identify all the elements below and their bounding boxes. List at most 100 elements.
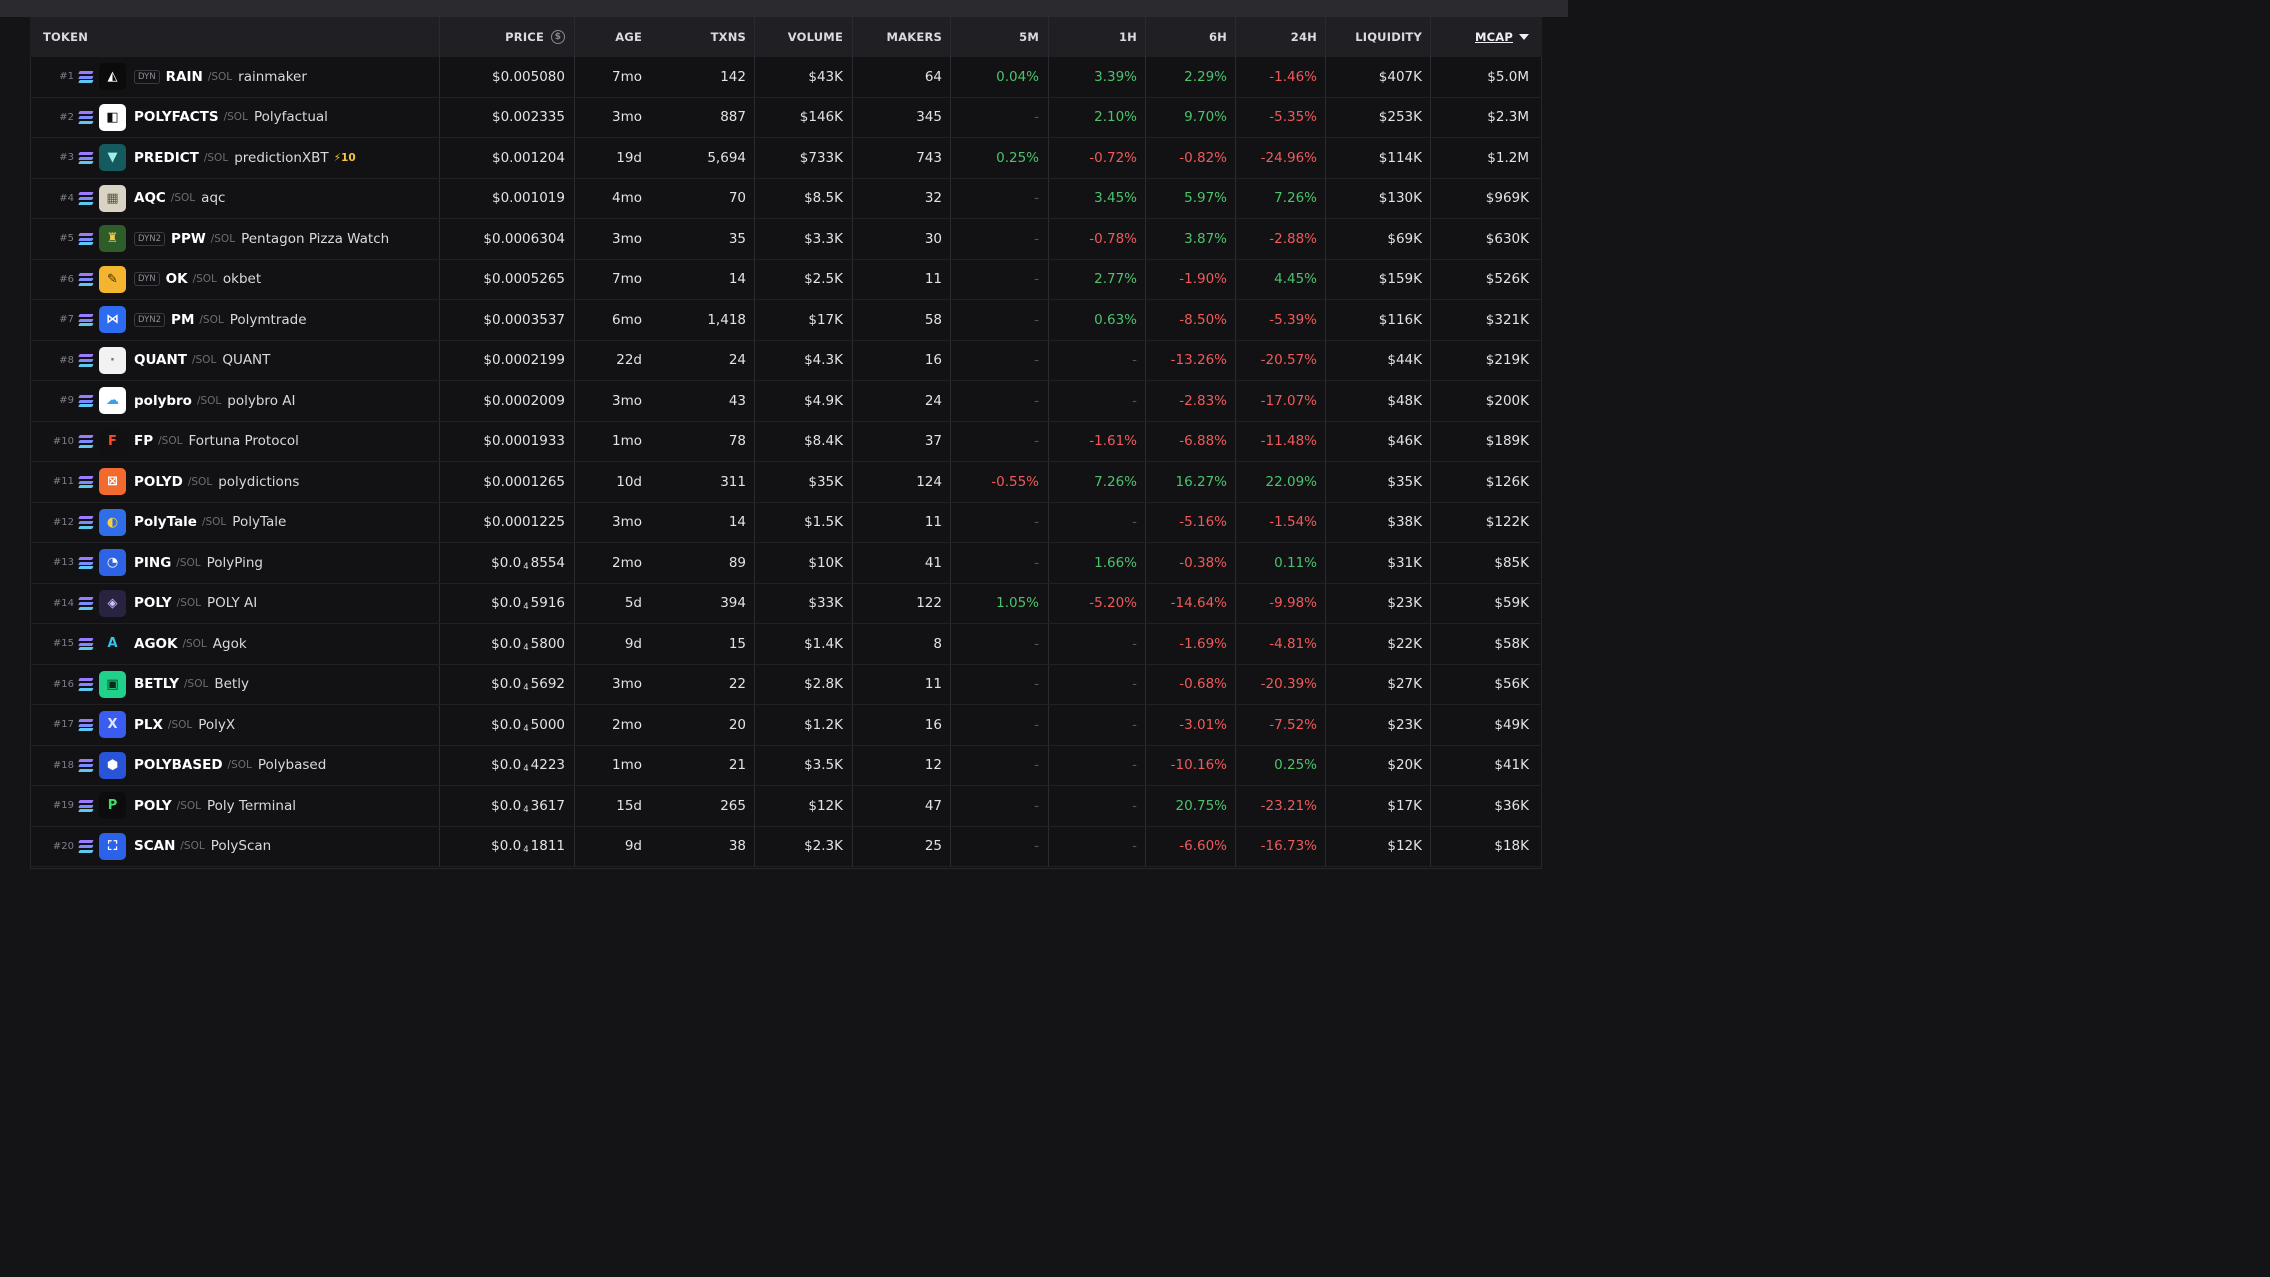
change-5m-cell: - <box>951 543 1049 583</box>
sort-desc-caret-icon <box>1519 34 1529 40</box>
header-makers[interactable]: MAKERS <box>853 17 951 57</box>
table-row[interactable]: #14 ◈ POLY /SOL POLY AI $0.0 4 5916 5d 394… <box>30 583 1542 624</box>
token-cell[interactable]: #4 ▦ AQC /SOL aqc <box>30 178 440 218</box>
chain-label: /SOL <box>182 637 207 650</box>
header-24h[interactable]: 24H <box>1236 17 1326 57</box>
token-cell[interactable]: #2 ◧ POLYFACTS /SOL Polyfactual <box>30 97 440 137</box>
token-cell[interactable]: #12 ◐ PolyTale /SOL PolyTale <box>30 502 440 542</box>
age-cell: 9d <box>624 838 642 855</box>
change-1h-cell: 2.77% <box>1049 259 1146 299</box>
token-cell[interactable]: #10 F FP /SOL Fortuna Protocol <box>30 421 440 461</box>
table-row[interactable]: #6 ✎ DYN OK /SOL okbet $0.0005265 7mo 14… <box>30 259 1542 300</box>
table-row[interactable]: #1 ◭ DYN RAIN /SOL rainmaker $0.005080 7… <box>30 57 1542 98</box>
solana-icon <box>78 597 94 610</box>
change-1h-cell: -5.20% <box>1049 583 1146 623</box>
header-volume[interactable]: VOLUME <box>755 17 853 57</box>
makers-cell: 47 <box>853 786 951 826</box>
token-cell[interactable]: #14 ◈ POLY /SOL POLY AI <box>30 583 440 623</box>
token-cell[interactable]: #9 ☁ polybro /SOL polybro AI <box>30 381 440 421</box>
token-cell[interactable]: #13 ◔ PING /SOL PolyPing <box>30 543 440 583</box>
header-liquidity[interactable]: LIQUIDITY <box>1326 17 1431 57</box>
table-row[interactable]: #18 ⬢ POLYBASED /SOL Polybased $0.0 4 4223… <box>30 745 1542 786</box>
token-cell[interactable]: #16 ▣ BETLY /SOL Betly <box>30 664 440 704</box>
price-digits: 5916 <box>530 595 565 612</box>
table-row[interactable]: #11 ⊠ POLYD /SOL polydictions $0.0001265… <box>30 462 1542 503</box>
table-row[interactable]: #2 ◧ POLYFACTS /SOL Polyfactual $0.00233… <box>30 97 1542 138</box>
change-24h-cell: 22.09% <box>1236 462 1326 502</box>
token-cell[interactable]: #19 P POLY /SOL Poly Terminal <box>30 786 440 826</box>
header-txns[interactable]: TXNS <box>651 17 755 57</box>
token-cell[interactable]: #11 ⊠ POLYD /SOL polydictions <box>30 462 440 502</box>
header-age[interactable]: AGE <box>575 17 651 57</box>
token-logo-icon: ♜ <box>99 225 126 253</box>
change-1h-cell: -1.61% <box>1049 421 1146 461</box>
table-row[interactable]: #12 ◐ PolyTale /SOL PolyTale $0.0001225 … <box>30 502 1542 543</box>
price-cell: $0.0 4 3617 <box>440 786 575 826</box>
makers-cell: 122 <box>853 583 951 623</box>
table-row[interactable]: #13 ◔ PING /SOL PolyPing $0.0 4 8554 2mo 8… <box>30 543 1542 584</box>
token-cell[interactable]: #1 ◭ DYN RAIN /SOL rainmaker <box>30 57 440 97</box>
token-symbol: PPW <box>171 230 206 247</box>
token-symbol: PolyTale <box>134 514 197 531</box>
header-token-label: TOKEN <box>43 30 89 44</box>
header-price[interactable]: PRICE $ <box>440 17 575 57</box>
header-24h-label: 24H <box>1290 30 1317 44</box>
solana-icon <box>78 313 94 326</box>
chain-label: /SOL <box>167 718 193 731</box>
solana-icon <box>78 273 94 286</box>
header-6h[interactable]: 6H <box>1146 17 1236 57</box>
table-row[interactable]: #7 ⋈ DYN2 PM /SOL Polymtrade $0.0003537 … <box>30 300 1542 341</box>
price-value: $0.0006304 <box>483 230 565 247</box>
txns-cell: 5,694 <box>651 138 755 178</box>
token-cell[interactable]: #15 A AGOK /SOL Agok <box>30 624 440 664</box>
token-logo-icon: X <box>99 711 126 739</box>
table-row[interactable]: #19 P POLY /SOL Poly Terminal $0.0 4 3617 … <box>30 786 1542 827</box>
solana-icon <box>78 394 94 407</box>
token-name: Agok <box>212 635 247 652</box>
chain-label: /SOL <box>184 678 209 691</box>
token-name: Polymtrade <box>229 311 307 328</box>
token-cell[interactable]: #20 ⛶ SCAN /SOL PolyScan <box>30 826 440 866</box>
change-1h-cell: 3.45% <box>1049 178 1146 218</box>
table-row[interactable]: #8 · QUANT /SOL QUANT $0.0002199 22d 24 … <box>30 340 1542 381</box>
header-5m[interactable]: 5M <box>951 17 1049 57</box>
table-row[interactable]: #16 ▣ BETLY /SOL Betly $0.0 4 5692 3mo 22 … <box>30 664 1542 705</box>
token-cell[interactable]: #3 ▼ PREDICT /SOL predictionXBT ⚡10 <box>30 138 440 178</box>
change-5m-cell: - <box>951 502 1049 542</box>
dollar-toggle-icon[interactable]: $ <box>551 30 565 44</box>
header-token[interactable]: TOKEN <box>30 17 440 57</box>
token-cell[interactable]: #5 ♜ DYN2 PPW /SOL Pentagon Pizza Watch <box>30 219 440 259</box>
price-cell: $0.0001265 <box>440 462 575 502</box>
table-row[interactable]: #10 F FP /SOL Fortuna Protocol $0.000193… <box>30 421 1542 462</box>
header-volume-label: VOLUME <box>787 30 843 44</box>
makers-cell: 11 <box>853 259 951 299</box>
price-value: $0.0002009 <box>483 392 565 409</box>
table-row[interactable]: #4 ▦ AQC /SOL aqc $0.001019 4mo 70 $8.5K… <box>30 178 1542 219</box>
table-row[interactable]: #9 ☁ polybro /SOL polybro AI $0.0002009 … <box>30 381 1542 422</box>
chain-label: /SOL <box>192 273 217 286</box>
price-cell: $0.0 4 5800 <box>440 624 575 664</box>
change-5m-cell: - <box>951 340 1049 380</box>
makers-cell: 345 <box>853 97 951 137</box>
rank-label: #13 <box>52 557 74 569</box>
token-logo-icon: ⬢ <box>99 751 126 779</box>
table-row[interactable]: #3 ▼ PREDICT /SOL predictionXBT ⚡10 $0.0… <box>30 138 1542 179</box>
token-cell[interactable]: #17 X PLX /SOL PolyX <box>30 705 440 745</box>
change-24h-cell: -16.73% <box>1236 826 1326 866</box>
change-1h-cell: - <box>1049 340 1146 380</box>
age-cell: 5d <box>624 595 642 612</box>
token-cell[interactable]: #8 · QUANT /SOL QUANT <box>30 340 440 380</box>
token-logo-icon: A <box>99 630 126 658</box>
header-mcap[interactable]: MCAP <box>1431 17 1542 57</box>
token-cell[interactable]: #7 ⋈ DYN2 PM /SOL Polymtrade <box>30 300 440 340</box>
header-1h[interactable]: 1H <box>1049 17 1146 57</box>
token-name: POLY AI <box>206 595 258 612</box>
table-row[interactable]: #20 ⛶ SCAN /SOL PolyScan $0.0 4 1811 9d 38… <box>30 826 1542 867</box>
token-cell[interactable]: #6 ✎ DYN OK /SOL okbet <box>30 259 440 299</box>
table-row[interactable]: #17 X PLX /SOL PolyX $0.0 4 5000 2mo 20 $1… <box>30 705 1542 746</box>
token-cell[interactable]: #18 ⬢ POLYBASED /SOL Polybased <box>30 745 440 785</box>
table-row[interactable]: #5 ♜ DYN2 PPW /SOL Pentagon Pizza Watch … <box>30 219 1542 260</box>
solana-icon <box>78 70 94 83</box>
table-row[interactable]: #15 A AGOK /SOL Agok $0.0 4 5800 9d 15 $1.… <box>30 624 1542 665</box>
txns-cell: 20 <box>651 705 755 745</box>
